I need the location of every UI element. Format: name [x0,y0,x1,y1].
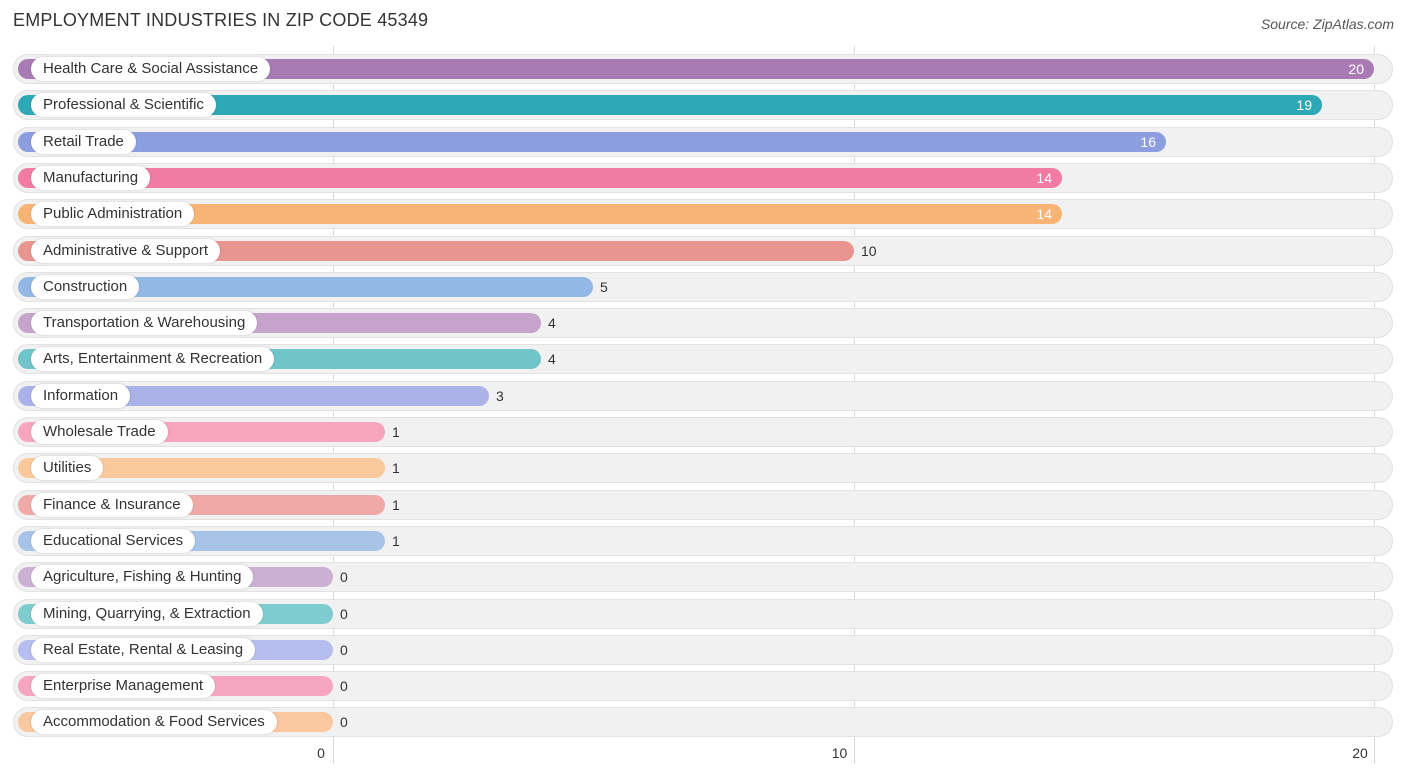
chart-title: EMPLOYMENT INDUSTRIES IN ZIP CODE 45349 [13,10,429,30]
bar [18,95,1322,115]
value-label: 0 [340,642,348,658]
value-label: 16 [1140,134,1156,150]
value-label: 1 [392,497,400,513]
category-label: Agriculture, Fishing & Hunting [31,565,254,589]
category-label: Real Estate, Rental & Leasing [31,638,256,662]
bar [18,132,1166,152]
x-tick-label: 20 [1352,745,1368,761]
category-label: Information [31,384,131,408]
category-label: Educational Services [31,529,196,553]
value-label: 0 [340,678,348,694]
category-label: Arts, Entertainment & Recreation [31,347,275,371]
value-label: 4 [548,351,556,367]
category-label: Health Care & Social Assistance [31,57,271,81]
x-tick-label: 0 [317,745,325,761]
bar [18,168,1062,188]
x-tick-label: 10 [831,745,848,761]
value-label: 1 [392,424,400,440]
value-label: 20 [1348,61,1364,77]
value-label: 0 [340,606,348,622]
category-label: Construction [31,275,140,299]
value-label: 10 [861,243,877,259]
value-label: 5 [600,279,608,295]
category-label: Finance & Insurance [31,493,193,517]
category-label: Public Administration [31,202,195,226]
category-label: Wholesale Trade [31,420,168,444]
bar [18,59,1374,79]
value-label: 14 [1036,206,1052,222]
category-label: Transportation & Warehousing [31,311,258,335]
value-label: 4 [548,315,556,331]
source-label: Source: ZipAtlas.com [1260,16,1394,32]
category-label: Accommodation & Food Services [31,710,277,734]
category-label: Utilities [31,456,104,480]
value-label: 0 [340,714,348,730]
category-label: Mining, Quarrying, & Extraction [31,602,263,626]
value-label: 19 [1296,97,1312,113]
bar [18,386,489,406]
bar [18,241,854,261]
category-label: Retail Trade [31,130,136,154]
category-label: Professional & Scientific [31,93,216,117]
bar [18,204,1062,224]
value-label: 1 [392,460,400,476]
value-label: 1 [392,533,400,549]
category-label: Administrative & Support [31,239,221,263]
category-label: Manufacturing [31,166,151,190]
bar [18,458,385,478]
category-label: Enterprise Management [31,674,216,698]
value-label: 0 [340,569,348,585]
bar [18,277,593,297]
value-label: 3 [496,388,504,404]
value-label: 14 [1036,170,1052,186]
